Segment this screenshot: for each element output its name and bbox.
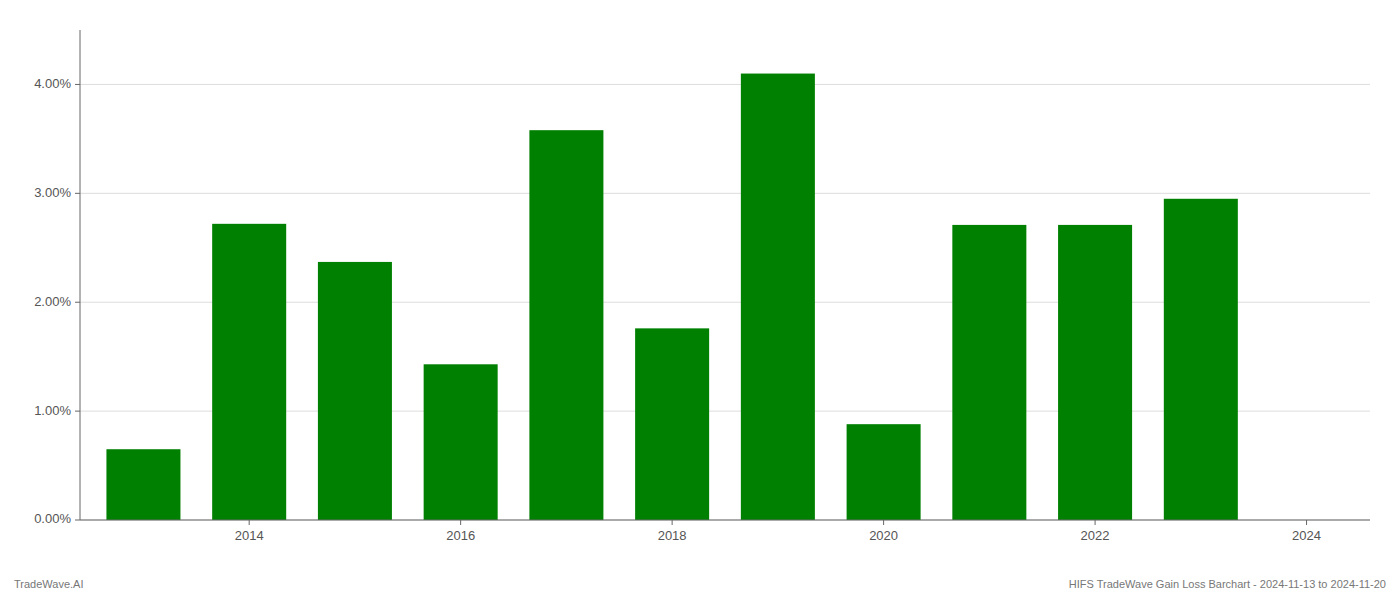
y-tick [75,84,80,85]
y-tick [75,411,80,412]
x-tick-label: 2018 [658,528,687,543]
y-tick-label: 2.00% [34,294,71,309]
bar [1164,199,1238,520]
bar [318,262,392,520]
footer-text: TradeWave.AI [14,578,84,590]
y-tick [75,302,80,303]
y-axis-line [80,30,81,520]
y-tick-label: 3.00% [34,185,71,200]
x-tick-label: 2024 [1292,528,1321,543]
footer-text: HIFS TradeWave Gain Loss Barchart - 2024… [1069,578,1386,590]
y-tick-label: 4.00% [34,76,71,91]
grid-line [80,520,1370,521]
x-tick [672,520,673,525]
y-tick [75,520,80,521]
bar [106,449,180,520]
x-axis-line [80,520,1370,521]
x-tick [249,520,250,525]
chart: 0.00% 1.00% 2.00% 3.00% 4.00% 2014 2016 2018 202… [0,0,1400,600]
grid [80,84,1370,520]
bar [952,225,1026,520]
bar [635,328,709,520]
x-axis: 2014 2016 2018 2020 2022 2024 [80,520,1370,543]
bar [741,74,815,520]
y-axis: 0.00% 1.00% 2.00% 3.00% 4.00% [34,30,80,526]
x-tick-label: 2014 [235,528,264,543]
grid-line [80,84,1370,85]
bars [106,74,1237,520]
y-tick-label: 0.00% [34,511,71,526]
y-tick [75,193,80,194]
bar [424,364,498,520]
y-tick-label: 1.00% [34,403,71,418]
bar [212,224,286,520]
x-tick-label: 2022 [1081,528,1110,543]
bar [847,424,921,520]
x-tick [1306,520,1307,525]
bar [1058,225,1132,520]
x-tick [883,520,884,525]
x-tick-label: 2020 [869,528,898,543]
x-tick-label: 2016 [446,528,475,543]
chart-container: 0.00% 1.00% 2.00% 3.00% 4.00% 2014 2016 2018 202… [0,0,1400,600]
x-tick [460,520,461,525]
bar [529,130,603,520]
grid-line [80,193,1370,194]
x-tick [1095,520,1096,525]
